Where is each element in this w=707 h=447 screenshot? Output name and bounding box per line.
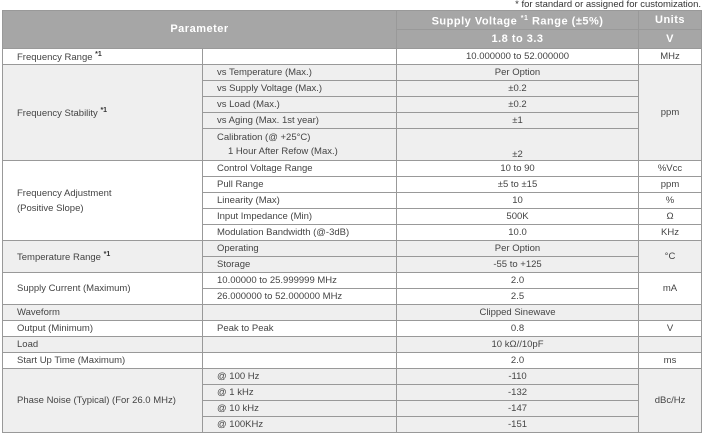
table-row: Output (Minimum) Peak to Peak 0.8 V (2, 320, 703, 337)
table-row: Waveform Clipped Sinewave (2, 304, 703, 321)
param-label: Phase Noise (Typical) (For 26.0 MHz) (2, 368, 203, 433)
footnote-top: * for standard or assigned for customiza… (515, 0, 701, 10)
spec-table: Parameter Supply Voltage *1 Range (±5%) … (1, 10, 703, 433)
param-label: Temperature Range *1 (2, 240, 203, 273)
voltage-value: 1.8 to 3.3 (396, 29, 640, 49)
voltage-unit: V (638, 29, 703, 49)
param-label: Frequency Adjustment (Positive Slope) (2, 160, 203, 241)
table-row: Frequency Adjustment (Positive Slope) Con… (2, 160, 703, 241)
table-row: Frequency Range *1 10.000000 to 52.00000… (2, 48, 703, 65)
table-row: Supply Current (Maximum) 10.00000 to 25.… (2, 272, 703, 305)
param-label: Frequency Stability *1 (2, 64, 203, 161)
parameter-header: Parameter (1, 10, 398, 49)
table-row: Temperature Range *1 Operating Per Option… (2, 240, 703, 273)
header-row: Parameter Supply Voltage *1 Range (±5%) … (1, 10, 703, 49)
table-row: Frequency Stability *1 vs Temperature (M… (2, 64, 703, 161)
table-row: Load 10 kΩ//10pF (2, 336, 703, 353)
units-header: Units (638, 10, 703, 30)
table-row: Start Up Time (Maximum) 2.0 ms (2, 352, 703, 369)
param-label: Supply Current (Maximum) (2, 272, 203, 305)
table-row: Phase Noise (Typical) (For 26.0 MHz) @ 1… (2, 368, 703, 433)
supply-voltage-header: Supply Voltage *1 Range (±5%) (396, 10, 640, 30)
param-label: Frequency Range *1 (2, 48, 203, 65)
